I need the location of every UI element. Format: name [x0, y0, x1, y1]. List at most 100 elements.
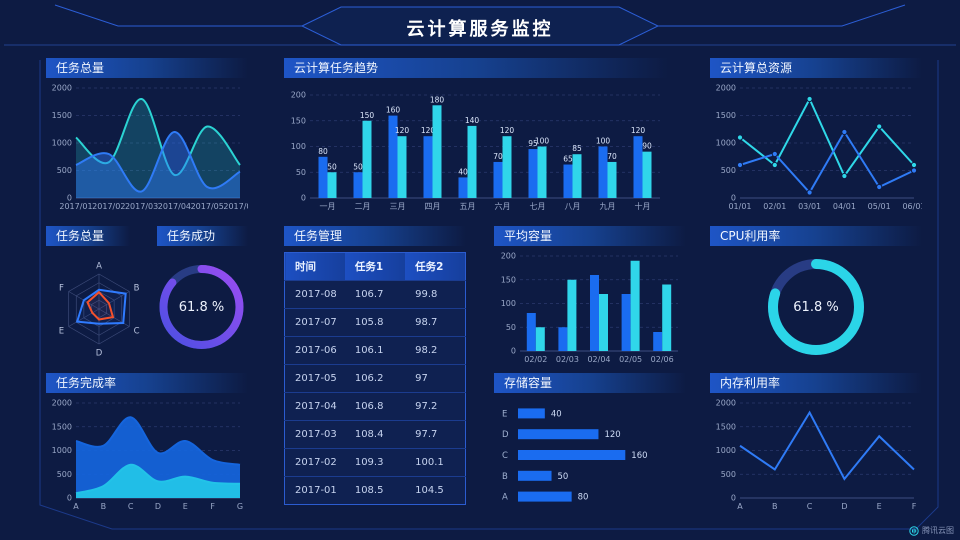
svg-text:02/02: 02/02	[524, 355, 547, 364]
brand-logo: 腾讯云图	[909, 525, 954, 536]
panel-title-memory-usage: 内存利用率	[710, 373, 922, 393]
cloud-task-trend-bar-chart: 0 50 100 150 200 一月 二月 三月 四月 五月 六月 七月 八月 九月 十月 80 50 160 1…	[284, 80, 668, 213]
svg-text:A: A	[502, 493, 508, 503]
table-header-cell: 任务2	[405, 252, 466, 281]
svg-text:40: 40	[551, 409, 562, 419]
panel-title-cpu-usage: CPU利用率	[710, 226, 922, 246]
cpu-usage-donut: 61.8 %	[710, 248, 922, 366]
table-header-cell: 时间	[284, 252, 345, 281]
svg-text:C: C	[128, 502, 134, 511]
svg-text:D: D	[96, 348, 103, 358]
svg-text:A: A	[96, 262, 102, 272]
svg-text:500: 500	[57, 166, 72, 175]
svg-text:F: F	[912, 502, 917, 511]
panel-title-tasks-total-radar: 任务总量	[46, 226, 130, 246]
task-table-body: 2017-08 106.7 99.8 2017-07 105.8 98.7 2017-06 1…	[284, 280, 466, 505]
svg-text:G: G	[237, 502, 243, 511]
svg-text:1000: 1000	[716, 139, 736, 148]
svg-text:七月: 七月	[530, 202, 546, 211]
svg-text:40: 40	[458, 167, 468, 176]
table-row: 2017-01 108.5 104.5	[284, 476, 466, 505]
svg-text:80: 80	[578, 493, 589, 503]
svg-text:03/01: 03/01	[798, 202, 821, 211]
svg-text:D: D	[502, 430, 509, 440]
svg-text:06/01: 06/01	[902, 202, 922, 211]
svg-text:140: 140	[465, 116, 480, 125]
svg-text:四月: 四月	[425, 202, 441, 211]
svg-text:50: 50	[353, 162, 363, 171]
svg-text:61.8 %: 61.8 %	[793, 300, 838, 315]
svg-text:61.8 %: 61.8 %	[179, 300, 224, 315]
svg-text:1000: 1000	[52, 446, 72, 455]
svg-text:1500: 1500	[52, 422, 72, 431]
task-success-donut: 61.8 %	[155, 248, 248, 366]
panel-title-cloud-task-trend: 云计算任务趋势	[284, 58, 668, 78]
svg-text:E: E	[502, 409, 507, 419]
task-completion-area-chart: 0 500 1000 1500 2000 A B C D E F G	[46, 395, 248, 513]
svg-text:120: 120	[395, 126, 410, 135]
table-row: 2017-04 106.8 97.2	[284, 392, 466, 421]
svg-text:05/01: 05/01	[868, 202, 891, 211]
svg-text:0: 0	[67, 194, 72, 203]
panel-title-cloud-total-resources: 云计算总资源	[710, 58, 922, 78]
svg-text:E: E	[183, 502, 188, 511]
svg-text:2017/03: 2017/03	[125, 202, 158, 211]
svg-text:五月: 五月	[460, 202, 476, 211]
logo-icon	[909, 525, 919, 536]
svg-text:B: B	[101, 502, 107, 511]
logo-text: 腾讯云图	[922, 526, 954, 535]
svg-text:三月: 三月	[390, 202, 406, 211]
table-row: 2017-06 106.1 98.2	[284, 336, 466, 365]
cloud-total-resources-line-chart: 0 500 1000 1500 2000 01/01 02/01 03/01 04/01 05/0…	[710, 80, 922, 213]
svg-text:1500: 1500	[52, 111, 72, 120]
svg-text:150: 150	[360, 111, 375, 120]
svg-text:01/01: 01/01	[728, 202, 751, 211]
svg-text:2000: 2000	[716, 84, 736, 93]
table-row: 2017-07 105.8 98.7	[284, 308, 466, 337]
svg-text:02/05: 02/05	[619, 355, 642, 364]
svg-text:180: 180	[430, 95, 445, 104]
svg-text:1000: 1000	[52, 139, 72, 148]
svg-text:02/03: 02/03	[556, 355, 579, 364]
svg-text:1000: 1000	[716, 446, 736, 455]
svg-text:02/01: 02/01	[763, 202, 786, 211]
svg-text:50: 50	[558, 472, 569, 482]
table-row: 2017-03 108.4 97.7	[284, 420, 466, 449]
svg-text:100: 100	[535, 137, 550, 146]
svg-text:F: F	[59, 283, 64, 293]
svg-text:0: 0	[511, 347, 516, 356]
svg-text:200: 200	[501, 252, 516, 261]
panel-title-tasks-total-line: 任务总量	[46, 58, 248, 78]
svg-text:2000: 2000	[716, 399, 736, 408]
table-row: 2017-08 106.7 99.8	[284, 280, 466, 309]
svg-text:0: 0	[301, 194, 306, 203]
svg-text:50: 50	[506, 323, 516, 332]
svg-text:2017/02: 2017/02	[92, 202, 125, 211]
svg-text:六月: 六月	[495, 201, 511, 211]
svg-text:04/01: 04/01	[833, 202, 856, 211]
svg-text:C: C	[502, 451, 508, 461]
svg-text:50: 50	[327, 162, 337, 171]
svg-text:一月: 一月	[320, 202, 336, 211]
svg-text:2017/04: 2017/04	[158, 202, 191, 211]
panel-title-task-completion: 任务完成率	[46, 373, 248, 393]
svg-text:C: C	[134, 327, 140, 337]
svg-text:2017/06: 2017/06	[223, 202, 248, 211]
svg-text:02/04: 02/04	[587, 355, 610, 364]
svg-text:80: 80	[318, 147, 328, 156]
svg-text:2017/01: 2017/01	[59, 202, 92, 211]
table-row: 2017-02 109.3 100.1	[284, 448, 466, 477]
svg-text:120: 120	[500, 126, 515, 135]
svg-text:85: 85	[572, 144, 582, 153]
panel-title-avg-capacity: 平均容量	[494, 226, 686, 246]
svg-text:F: F	[210, 502, 215, 511]
svg-text:0: 0	[67, 494, 72, 503]
svg-text:100: 100	[596, 137, 611, 146]
svg-text:八月: 八月	[565, 202, 581, 211]
table-row: 2017-05 106.2 97	[284, 364, 466, 393]
tasks-total-line-chart: 0 500 1000 1500 2000 2017/01 2017/02 2017/03 201…	[46, 80, 248, 213]
svg-text:2000: 2000	[52, 84, 72, 93]
panel-title-task-success: 任务成功	[157, 226, 248, 246]
avg-capacity-bar-chart: 0 50 100 150 200 02/02 02/03 02/04 02/05 02/06	[494, 248, 686, 366]
